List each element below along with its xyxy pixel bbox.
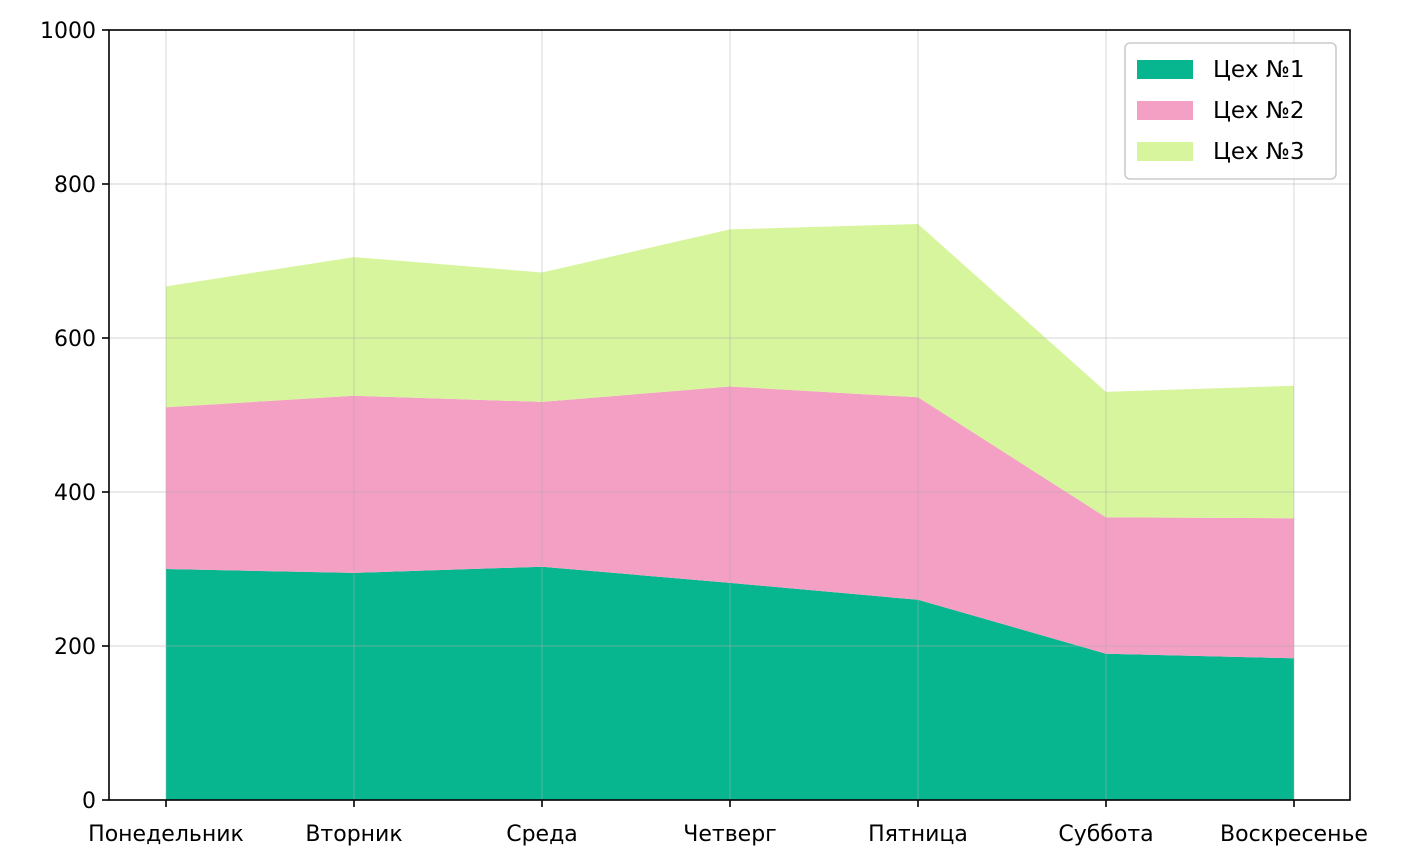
- x-tick-label: Пятница: [868, 822, 968, 847]
- grid-lines: [109, 29, 1350, 801]
- y-tick-label: 800: [54, 173, 96, 198]
- x-tick-label: Суббота: [1058, 822, 1153, 847]
- x-tick-label: Вторник: [305, 822, 402, 847]
- x-tick-label: Среда: [506, 822, 578, 847]
- y-tick-label: 200: [54, 635, 96, 660]
- y-axis: 0 200 400 600 800 1000: [40, 19, 109, 814]
- area-series-1: [166, 566, 1294, 800]
- x-tick-label: Четверг: [683, 822, 776, 847]
- legend-label: Цех №1: [1213, 57, 1304, 83]
- y-tick-label: 1000: [40, 19, 96, 44]
- area-series-3: [166, 224, 1294, 519]
- x-tick-label: Понедельник: [88, 822, 244, 847]
- area-layers: [166, 224, 1294, 800]
- legend: Цех №1 Цех №2 Цех №3: [1124, 42, 1337, 180]
- y-tick-label: 400: [54, 481, 96, 506]
- y-tick-label: 600: [54, 327, 96, 352]
- x-axis: Понедельник Вторник Среда Четверг Пятница Суб…: [88, 800, 1368, 847]
- legend-label: Цех №3: [1213, 139, 1304, 165]
- x-tick-label: Воскресенье: [1220, 822, 1368, 847]
- legend-label: Цех №2: [1213, 98, 1304, 124]
- legend-swatch: [1137, 101, 1193, 120]
- legend-swatch: [1137, 142, 1193, 161]
- y-tick-label: 0: [82, 789, 96, 814]
- area-series-2: [166, 386, 1294, 659]
- legend-swatch: [1137, 60, 1193, 79]
